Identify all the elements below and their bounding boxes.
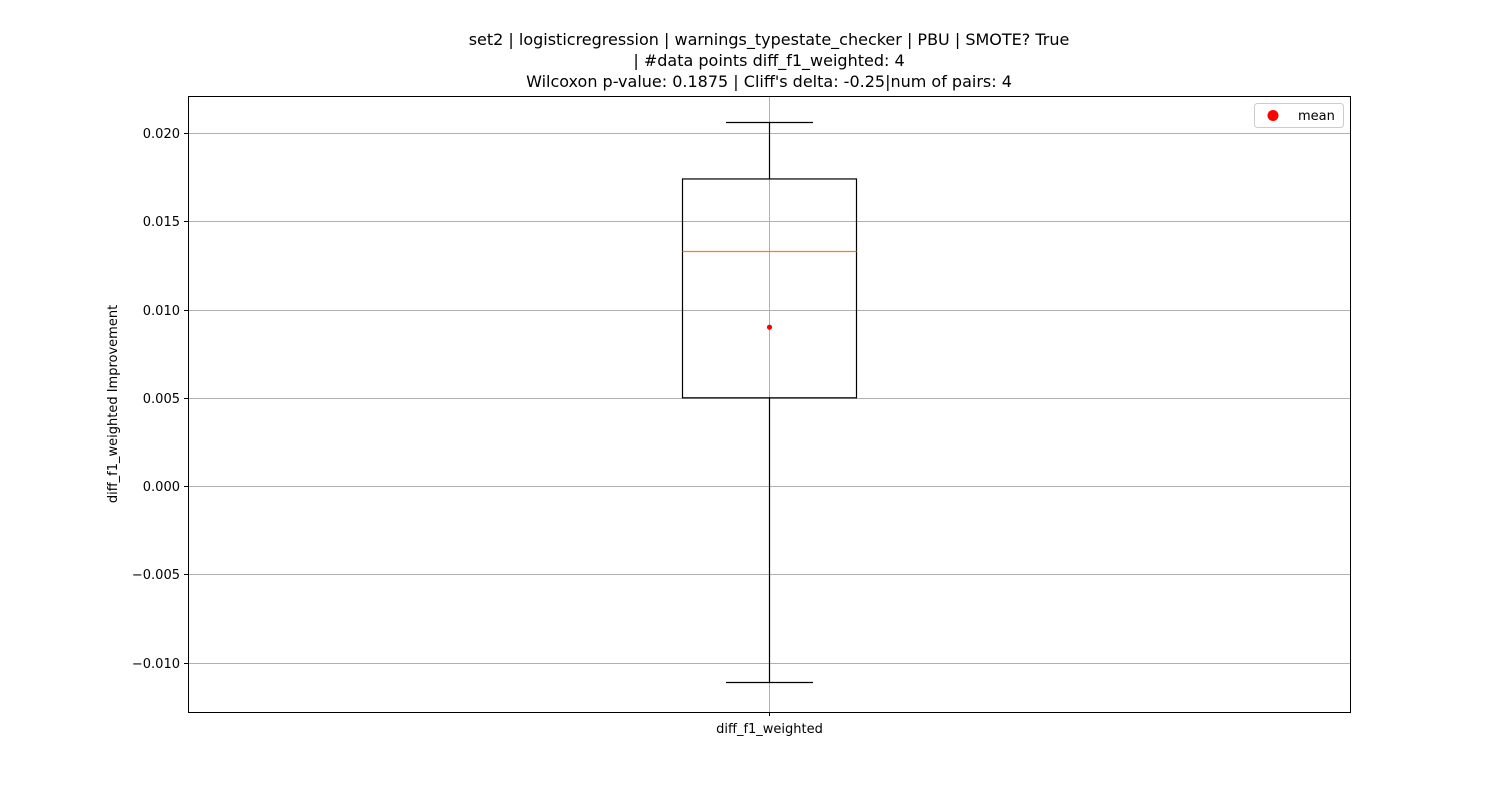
legend: mean bbox=[1254, 103, 1344, 128]
y-tick-label: 0.000 bbox=[143, 480, 180, 495]
y-tick-label: 0.010 bbox=[143, 304, 180, 319]
y-tick-label: 0.005 bbox=[143, 392, 180, 407]
box-iqr bbox=[681, 178, 858, 399]
y-tick-label: 0.015 bbox=[143, 215, 180, 230]
legend-frame bbox=[1254, 103, 1344, 128]
y-axis-ticks: −0.010 −0.005 0.000 0.005 0.010 0.015 0.020 bbox=[132, 127, 188, 672]
legend-mean-marker bbox=[1267, 110, 1279, 121]
chart-title-line-1: set2 | logisticregression | warnings_typ… bbox=[468, 30, 1070, 49]
box-layer bbox=[681, 121, 858, 684]
x-axis-ticks: diff_f1_weighted bbox=[716, 712, 823, 737]
legend-label-mean: mean bbox=[1298, 109, 1335, 124]
x-tick-label: diff_f1_weighted bbox=[716, 722, 823, 737]
y-tick-label: −0.005 bbox=[132, 568, 180, 583]
y-axis-label: diff_f1_weighted Improvement bbox=[106, 305, 121, 503]
chart-title-line-3: Wilcoxon p-value: 0.1875 | Cliff's delta… bbox=[526, 72, 1012, 91]
mean-marker bbox=[766, 324, 773, 330]
y-tick-label: 0.020 bbox=[143, 127, 180, 142]
chart-title-line-2: | #data points diff_f1_weighted: 4 bbox=[633, 51, 905, 70]
y-tick-label: −0.010 bbox=[132, 657, 180, 672]
